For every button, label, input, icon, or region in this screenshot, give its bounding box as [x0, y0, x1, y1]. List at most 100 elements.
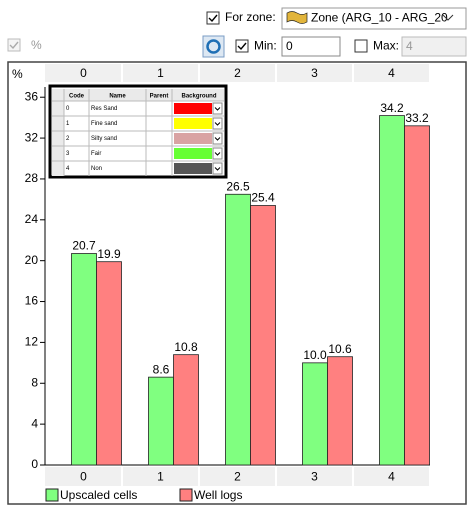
color-dropdown[interactable] — [212, 147, 223, 160]
category-label: 3 — [311, 470, 318, 484]
refresh-button[interactable] — [202, 35, 225, 58]
min-checkbox[interactable] — [235, 39, 249, 53]
zone-name: Silty sand — [91, 136, 117, 142]
color-dropdown[interactable] — [212, 117, 223, 130]
zone-name: Fine sand — [91, 121, 117, 127]
y-tick-label: 28 — [25, 171, 39, 185]
zone-color — [174, 118, 212, 129]
value-label: 10.6 — [328, 342, 352, 356]
bar — [404, 125, 430, 466]
value-label: 10.0 — [303, 348, 327, 362]
dropdown-arrow — [214, 152, 221, 156]
y-tick-label: 8 — [31, 375, 38, 389]
y-tick-label: 24 — [25, 212, 39, 226]
row-header-column — [52, 89, 64, 176]
bar — [379, 115, 405, 466]
category-header — [45, 467, 430, 486]
zone-name: Fair — [91, 151, 101, 157]
check-mark — [237, 42, 247, 51]
value-label: 10.8 — [174, 340, 198, 354]
dropdown-arrow — [214, 167, 221, 171]
zone-code: 4 — [66, 166, 70, 172]
value-label: 19.9 — [97, 247, 121, 261]
dropdown-arrow — [214, 107, 221, 111]
legend-label: Upscaled cells — [60, 488, 137, 502]
percent-label: % — [31, 38, 42, 52]
category-label: 4 — [388, 66, 395, 80]
category-header — [45, 64, 430, 82]
check-mark — [9, 41, 19, 50]
dropdown-arrow — [214, 137, 221, 141]
category-label: 3 — [311, 66, 318, 80]
dropdown-arrow — [214, 122, 221, 126]
zone-code: 2 — [66, 136, 70, 142]
y-axis-label: % — [12, 67, 23, 81]
category-label: 2 — [234, 66, 241, 80]
y-tick-label: 0 — [31, 457, 38, 471]
zone-name: Res Sand — [91, 106, 117, 112]
max-label: Max: — [373, 39, 399, 53]
category-label: 1 — [157, 470, 164, 484]
value-label: 8.6 — [153, 362, 170, 376]
bar — [173, 354, 199, 466]
y-tick-label: 36 — [25, 89, 39, 103]
y-tick-label: 4 — [31, 416, 38, 430]
zone-code: 3 — [66, 151, 70, 157]
y-tick-label: 32 — [25, 130, 39, 144]
legend-swatch — [45, 488, 59, 502]
category-label: 0 — [80, 470, 87, 484]
zone-table: Code Name Parent Background 0 Res Sand 1 Fine s… — [48, 84, 228, 179]
table-header-row — [52, 89, 224, 101]
bar — [302, 362, 328, 466]
zone-color — [174, 163, 212, 174]
for-zone-label: For zone: — [225, 10, 276, 24]
zone-checkbox[interactable] — [206, 11, 220, 25]
zone-color — [174, 133, 212, 144]
chart: 0 1 2 3 40 1 2 3 4%0481216202428323620.78.626.51… — [12, 64, 431, 502]
bar — [96, 261, 122, 466]
column-header: Name — [109, 94, 126, 100]
refresh-icon — [206, 39, 221, 54]
legend-swatch — [179, 488, 193, 502]
min-value: 0 — [286, 39, 293, 53]
max-checkbox[interactable] — [354, 39, 368, 53]
zone-code: 0 — [66, 106, 70, 112]
color-dropdown[interactable] — [212, 102, 223, 115]
value-label: 20.7 — [72, 239, 96, 253]
min-input[interactable] — [281, 36, 341, 57]
zone-name: Non — [91, 166, 102, 172]
zone-dropdown[interactable] — [281, 7, 467, 30]
column-header: Parent — [150, 94, 169, 100]
dropdown-arrow — [442, 14, 454, 21]
y-tick-label: 16 — [25, 294, 39, 308]
value-label: 34.2 — [380, 101, 404, 115]
zone-value: Zone (ARG_10 - ARG_20 — [311, 11, 448, 25]
color-dropdown[interactable] — [212, 162, 223, 175]
check-mark — [208, 14, 218, 23]
value-label: 26.5 — [226, 179, 250, 193]
max-input[interactable] — [401, 36, 467, 57]
category-label: 2 — [234, 470, 241, 484]
bar — [225, 193, 251, 466]
zone-color — [174, 103, 212, 114]
category-label: 0 — [80, 66, 87, 80]
bar — [327, 356, 353, 466]
zone-color — [174, 148, 212, 159]
value-label: 33.2 — [405, 111, 429, 125]
color-dropdown[interactable] — [212, 132, 223, 145]
zone-icon — [286, 11, 308, 24]
min-label: Min: — [254, 39, 277, 53]
category-label: 4 — [388, 470, 395, 484]
bar — [250, 205, 276, 466]
column-header: Code — [69, 94, 85, 100]
max-value: 4 — [406, 39, 413, 53]
bar — [148, 376, 174, 466]
percent-checkbox[interactable] — [7, 38, 21, 52]
y-tick-label: 12 — [25, 335, 39, 349]
category-label: 1 — [157, 66, 164, 80]
y-tick-label: 20 — [25, 253, 39, 267]
legend-label: Well logs — [194, 488, 242, 502]
zone-code: 1 — [66, 121, 70, 127]
value-label: 25.4 — [251, 191, 275, 205]
